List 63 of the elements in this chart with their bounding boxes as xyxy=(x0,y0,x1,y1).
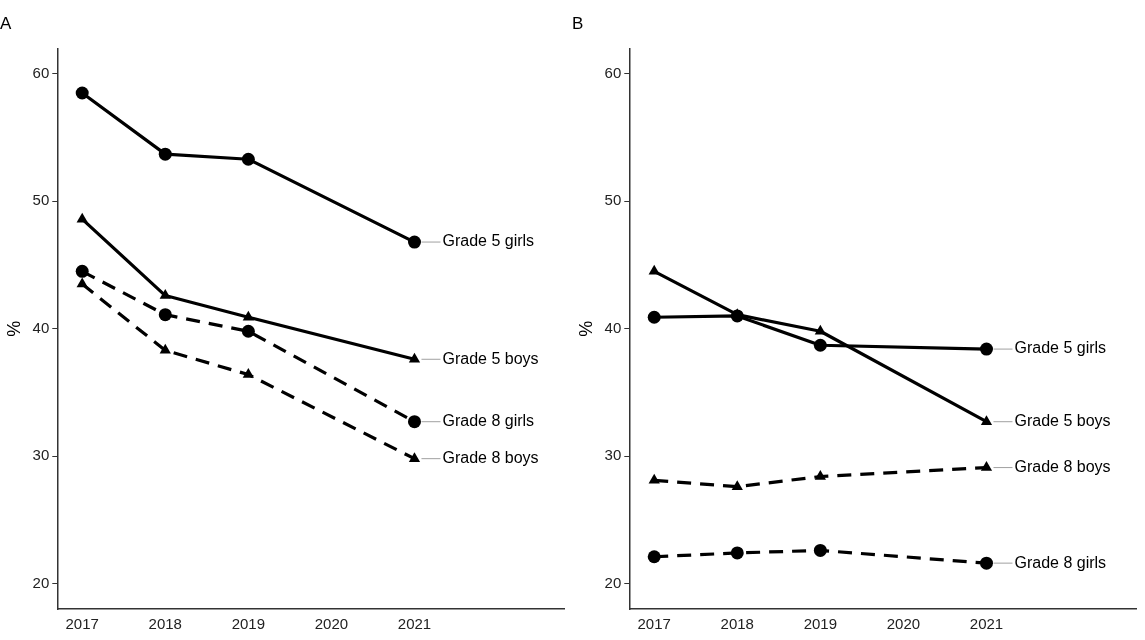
series-label: Grade 8 girls xyxy=(1014,553,1107,571)
x-tick-label: 2019 xyxy=(803,615,838,633)
point xyxy=(242,310,254,321)
x-tick-label: 2017 xyxy=(65,615,99,633)
point xyxy=(75,86,89,100)
point xyxy=(76,277,88,288)
series-label: Grade 8 girls xyxy=(442,412,535,430)
point xyxy=(730,546,744,560)
point xyxy=(979,342,993,356)
point xyxy=(241,324,255,338)
y-axis-title: % xyxy=(3,320,24,337)
y-tick-label: 40 xyxy=(604,318,622,336)
x-tick-label: 2019 xyxy=(231,615,266,633)
x-tick-label: 2021 xyxy=(397,615,432,633)
point xyxy=(813,543,827,557)
series-label: Grade 5 boys xyxy=(442,349,539,367)
x-tick-label: 2021 xyxy=(969,615,1004,633)
point xyxy=(407,415,421,429)
point xyxy=(647,310,661,324)
point xyxy=(158,147,172,161)
point xyxy=(731,480,743,490)
y-tick-label: 60 xyxy=(604,64,622,82)
point xyxy=(730,309,744,323)
y-tick-label: 50 xyxy=(32,191,50,209)
x-tick-label: 2018 xyxy=(720,615,754,633)
point xyxy=(75,264,89,278)
y-tick-label: 40 xyxy=(32,318,50,336)
point xyxy=(76,212,88,223)
point xyxy=(408,352,421,363)
y-tick-label: 20 xyxy=(32,573,50,591)
point xyxy=(407,235,421,249)
point xyxy=(814,324,826,335)
series-label: Grade 8 boys xyxy=(442,449,539,467)
point xyxy=(159,289,171,299)
y-tick-label: 50 xyxy=(604,191,622,209)
point xyxy=(648,473,660,484)
point xyxy=(408,452,421,462)
y-tick-label: 30 xyxy=(32,446,50,464)
point xyxy=(158,308,172,322)
series-label: Grade 5 boys xyxy=(1014,412,1111,430)
point xyxy=(979,556,993,570)
chart-title: A xyxy=(0,13,12,33)
point xyxy=(980,461,993,471)
point xyxy=(159,343,171,354)
point xyxy=(648,264,660,275)
point xyxy=(647,550,661,564)
x-tick-label: 2017 xyxy=(637,615,671,633)
x-tick-label: 2020 xyxy=(314,615,349,633)
point xyxy=(813,338,827,352)
y-tick-label: 30 xyxy=(604,446,622,464)
series-label: Grade 5 girls xyxy=(1014,339,1107,357)
point xyxy=(242,368,254,378)
point xyxy=(814,470,826,480)
series-label: Grade 8 boys xyxy=(1014,457,1111,475)
y-axis-title: % xyxy=(575,320,596,337)
x-tick-label: 2020 xyxy=(886,615,921,633)
x-tick-label: 2018 xyxy=(148,615,182,633)
y-tick-label: 20 xyxy=(604,573,622,591)
point xyxy=(241,152,255,166)
point xyxy=(980,415,993,425)
y-tick-label: 60 xyxy=(32,64,50,82)
chart-title: B xyxy=(572,13,584,33)
series-label: Grade 5 girls xyxy=(442,232,535,250)
